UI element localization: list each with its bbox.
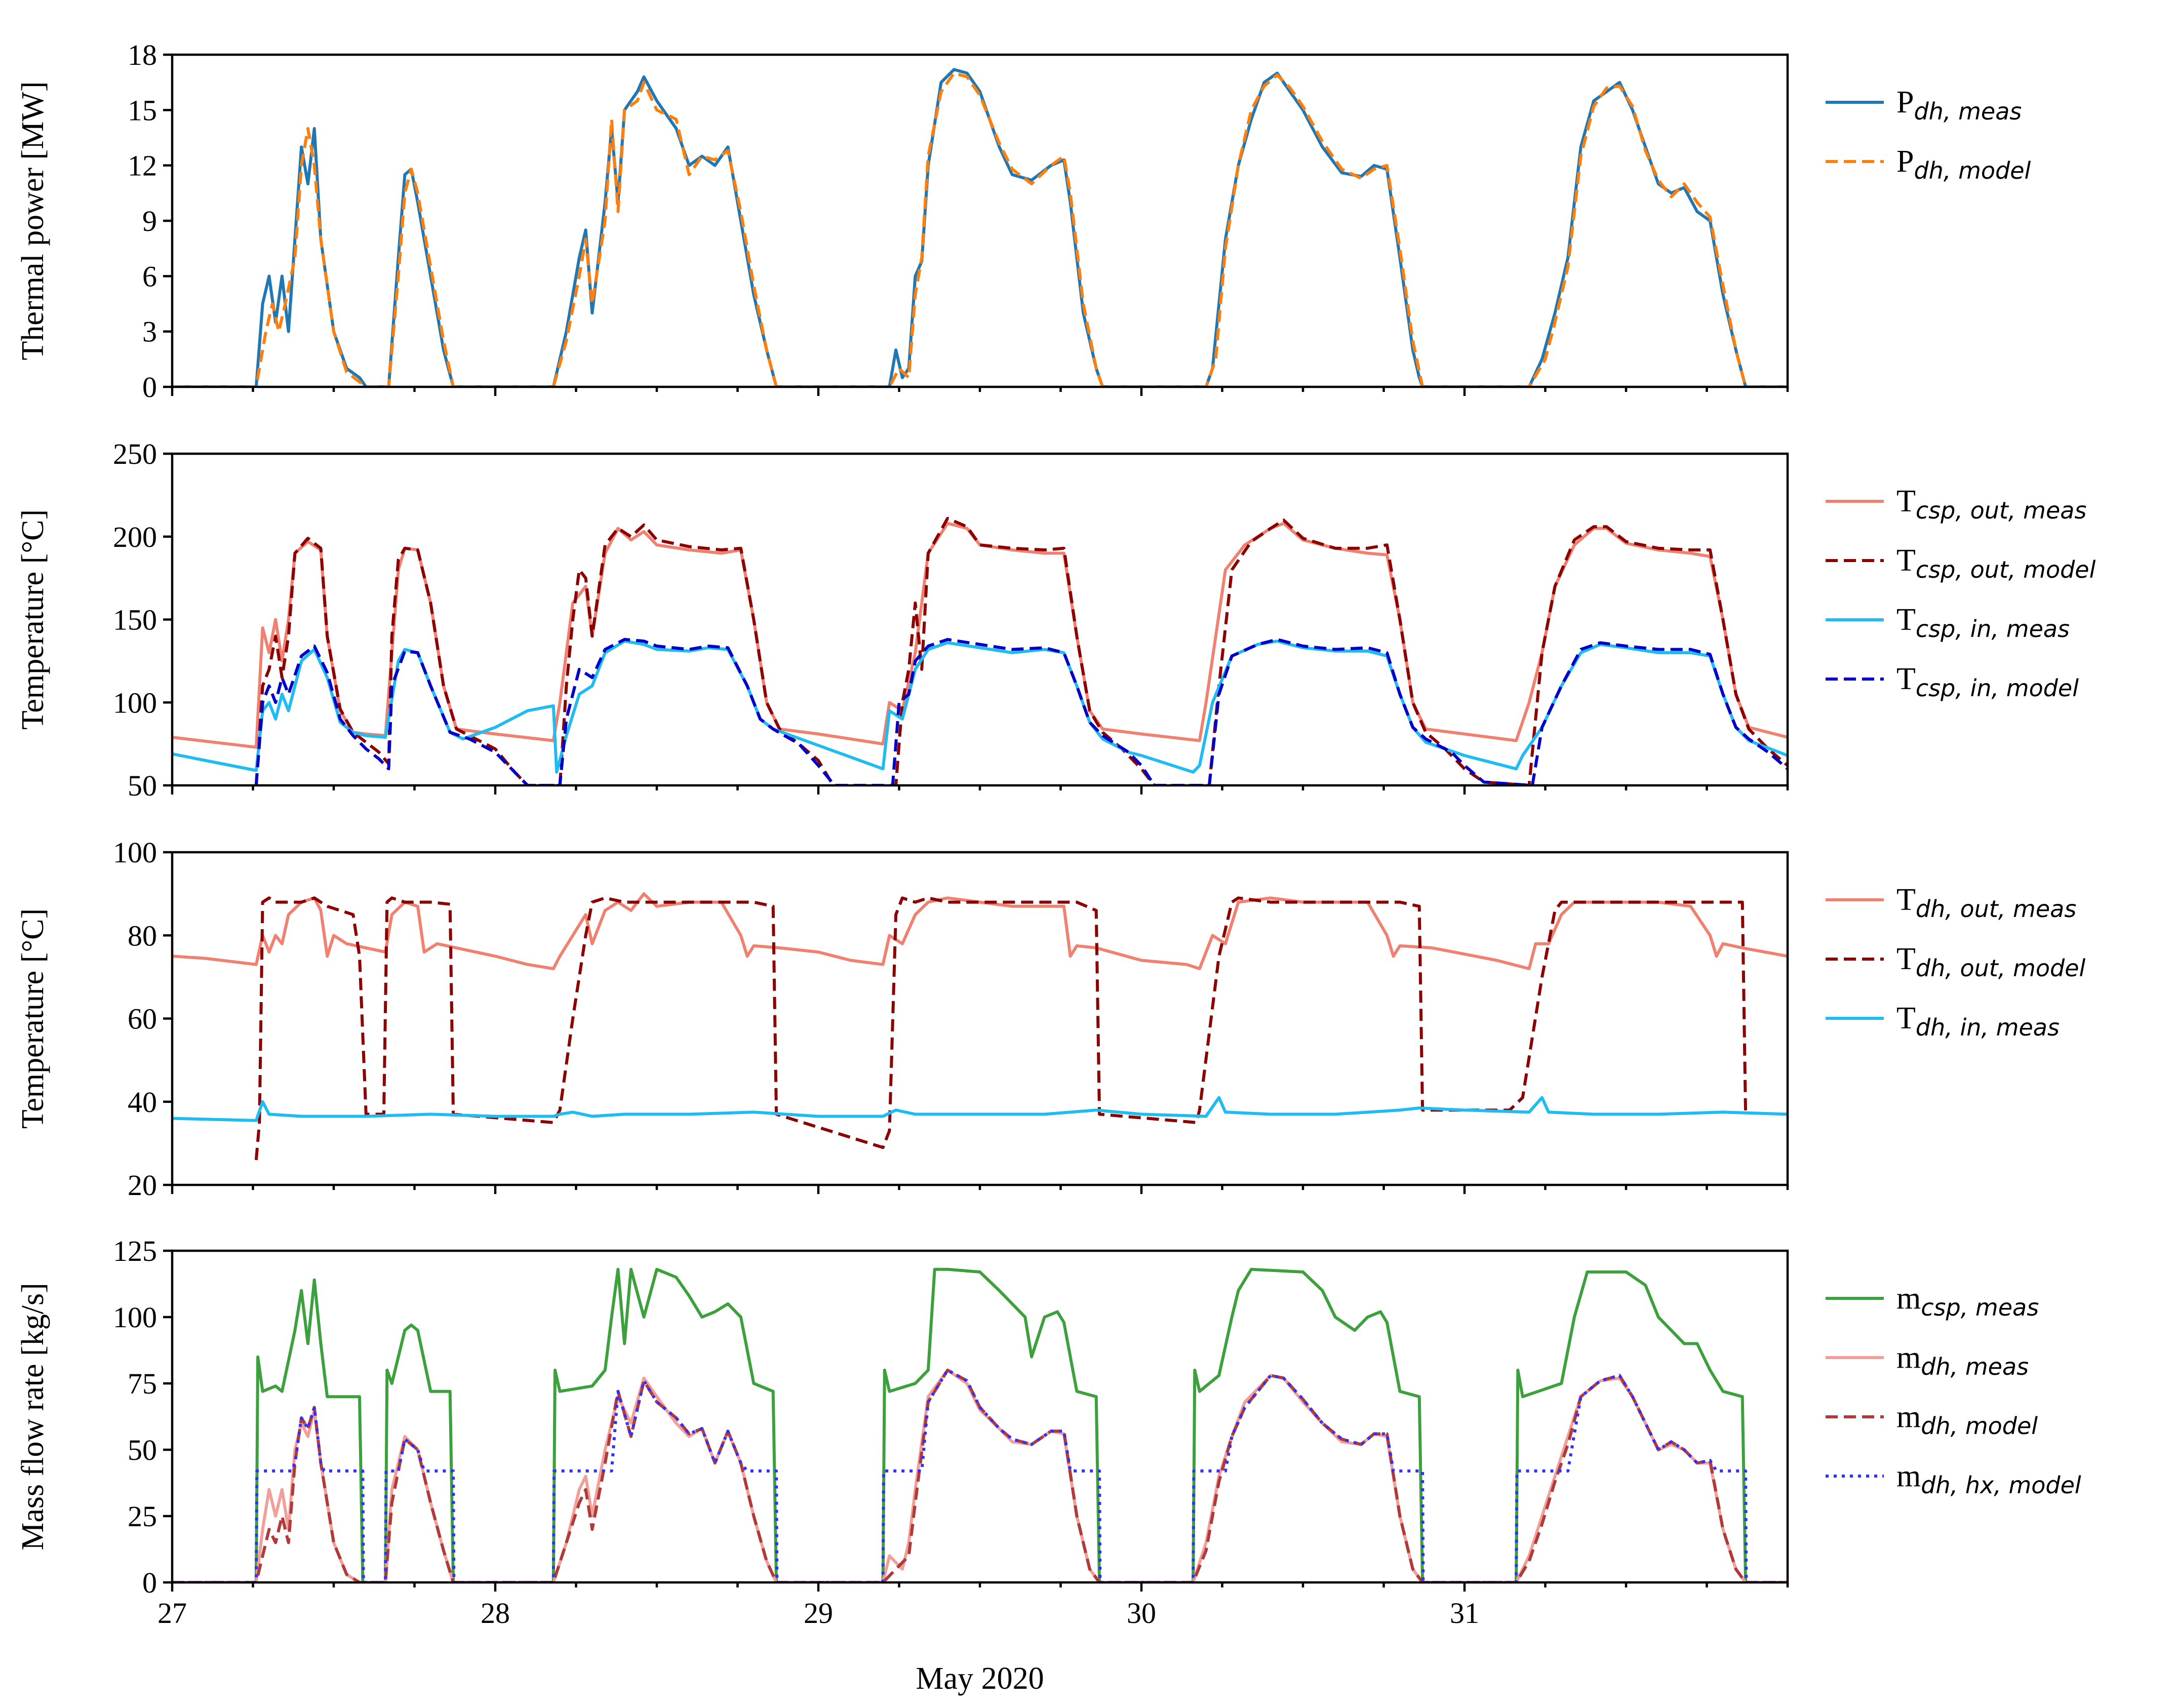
panel-4: 0 25 50 75 100 125 27 28 29 30 31 Mass flow rate [k…: [16, 1235, 2081, 1630]
y-tick-label: 0: [142, 1566, 157, 1599]
x-axis-label: May 2020: [916, 1661, 1044, 1696]
y-tick-label: 150: [113, 604, 157, 637]
legend-label: Pdh, model: [1896, 144, 2031, 184]
legend-label: mdh, meas: [1896, 1340, 2029, 1380]
y-axis-label: Thermal power [MW]: [16, 82, 50, 361]
y-tick-label: 100: [113, 1301, 157, 1334]
legend: Tdh, out, meas Tdh, out, model Tdh, in, me…: [1826, 883, 2086, 1041]
y-tick-label: 25: [128, 1500, 157, 1533]
x-tick-label: 31: [1450, 1597, 1479, 1630]
series-line-dh-model: [172, 1368, 1788, 1582]
y-axis-label: Temperature [°C]: [16, 509, 50, 730]
y-tick-label: 60: [128, 1003, 157, 1036]
y-axis-label: Temperature [°C]: [16, 908, 50, 1129]
legend-label: Tcsp, in, meas: [1896, 603, 2070, 643]
y-tick-label: 50: [128, 1434, 157, 1466]
legend-label: Tcsp, out, model: [1896, 543, 2096, 583]
x-tick-label: 27: [157, 1597, 187, 1630]
series-line-csp-meas: [172, 1267, 1788, 1582]
legend-label: Tcsp, out, meas: [1896, 484, 2086, 524]
legend-label: Tdh, out, model: [1896, 942, 2086, 982]
panel-2: 50 100 150 200 250 Temperature [°C] Tcsp, out,…: [16, 438, 2096, 802]
y-tick-label: 250: [113, 438, 157, 470]
legend-label: Tcsp, in, model: [1896, 662, 2079, 702]
series-line-dh-meas: [172, 68, 1788, 387]
x-tick-label: 28: [481, 1597, 510, 1630]
x-tick-label: 30: [1127, 1597, 1156, 1630]
series-line-csp-out-meas: [172, 522, 1788, 749]
y-tick-label: 100: [113, 686, 157, 719]
axes-frame: [171, 1249, 1789, 1584]
y-tick-label: 20: [128, 1169, 157, 1202]
y-tick-label: 100: [113, 836, 157, 869]
y-tick-label: 40: [128, 1086, 157, 1119]
y-tick-label: 200: [113, 521, 157, 553]
series-line-csp-in-model: [254, 638, 1788, 785]
series-line-csp-out-model: [254, 517, 1788, 785]
series-line-dh-meas: [172, 1368, 1788, 1582]
y-tick-label: 3: [142, 315, 157, 348]
x-tick-label: 29: [804, 1597, 833, 1630]
series-group: [172, 1267, 1788, 1582]
y-tick-label: 80: [128, 919, 157, 952]
y-tick-label: 50: [128, 769, 157, 802]
y-tick-label: 75: [128, 1367, 157, 1400]
y-tick-label: 12: [128, 149, 157, 182]
series-line-csp-in-meas: [172, 640, 1788, 774]
y-axis-label: Mass flow rate [kg/s]: [16, 1283, 50, 1551]
y-tick-label: 15: [128, 94, 157, 127]
legend-label: mdh, model: [1896, 1400, 2038, 1440]
legend-label: Tdh, out, meas: [1896, 883, 2076, 923]
axes-frame: [171, 452, 1789, 787]
legend-label: Pdh, meas: [1896, 85, 2022, 125]
series-line-dh-in-meas: [172, 1096, 1788, 1122]
series-group: [172, 517, 1788, 785]
legend-label: mdh, hx, model: [1896, 1459, 2081, 1499]
y-tick-label: 9: [142, 205, 157, 237]
panel-3: 20 40 60 80 100 Temperature [°C] Tdh, out, mea…: [16, 836, 2086, 1202]
series-group: [172, 68, 1788, 387]
y-tick-label: 18: [128, 38, 157, 71]
legend-label: mcsp, meas: [1896, 1281, 2039, 1321]
series-line-dh-out-model: [254, 896, 1748, 1160]
legend: mcsp, meas mdh, meas mdh, model mdh, hx, mo…: [1826, 1281, 2081, 1499]
series-line-dh-hx-model: [172, 1368, 1788, 1582]
legend: Tcsp, out, meas Tcsp, out, model Tcsp, in,…: [1826, 484, 2096, 702]
legend: Pdh, meas Pdh, model: [1826, 85, 2031, 184]
legend-label: Tdh, in, meas: [1896, 1001, 2060, 1041]
y-tick-label: 125: [113, 1235, 157, 1267]
series-group: [172, 892, 1788, 1160]
y-tick-label: 6: [142, 260, 157, 293]
y-tick-label: 0: [142, 371, 157, 404]
series-line-dh-model: [172, 71, 1788, 387]
axes-frame: [171, 53, 1789, 388]
